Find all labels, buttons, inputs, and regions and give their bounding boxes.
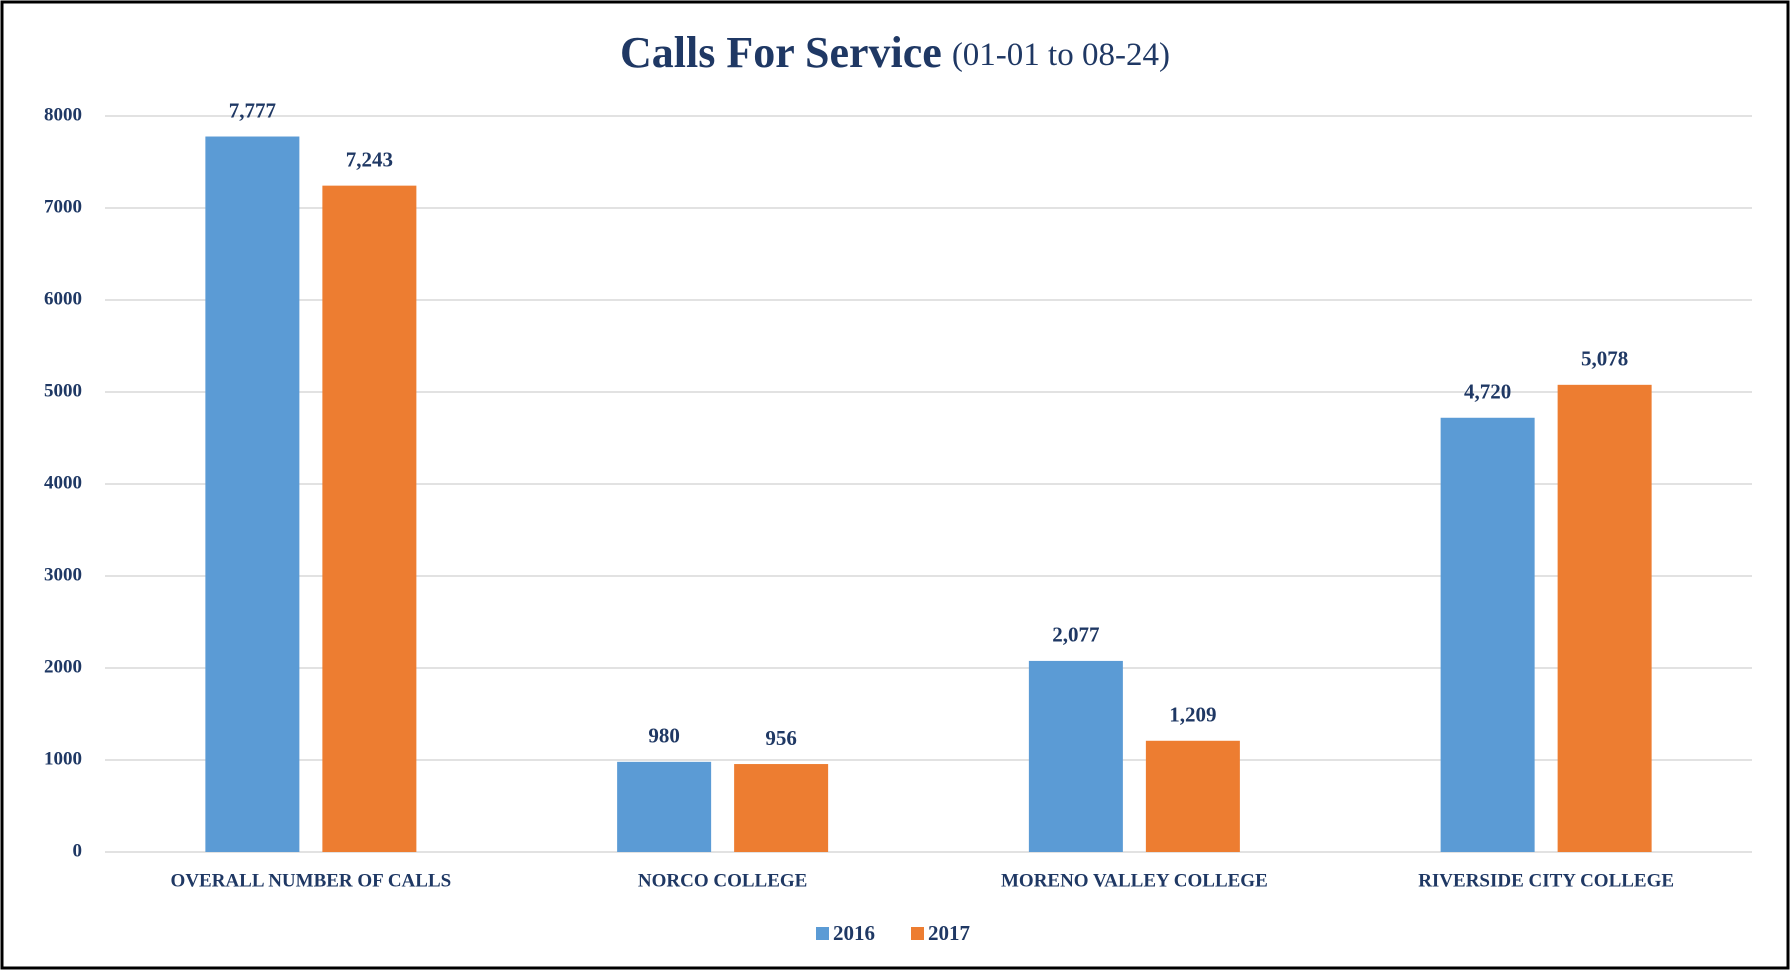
value-label: 7,777	[229, 98, 276, 122]
bar	[617, 761, 712, 852]
bar	[1440, 417, 1535, 852]
bar	[1028, 660, 1123, 852]
value-label: 980	[648, 724, 680, 748]
y-tick-label: 8000	[44, 104, 82, 125]
bar	[1145, 740, 1240, 852]
bar	[322, 185, 417, 853]
y-tick-label: 2000	[44, 656, 82, 677]
legend-swatch	[911, 927, 924, 940]
value-label: 2,077	[1052, 623, 1099, 647]
x-tick-label: NORCO COLLEGE	[638, 870, 807, 891]
legend-swatch	[816, 927, 829, 940]
y-tick-label: 0	[73, 840, 83, 861]
legend-label: 2016	[833, 921, 875, 945]
y-tick-label: 3000	[44, 564, 82, 585]
chart-title: Calls For Service	[620, 28, 942, 77]
x-tick-label: OVERALL NUMBER OF CALLS	[171, 870, 452, 891]
x-tick-label: RIVERSIDE CITY COLLEGE	[1418, 870, 1674, 891]
y-tick-label: 5000	[44, 380, 82, 401]
bar	[205, 136, 300, 853]
value-label: 5,078	[1581, 347, 1628, 371]
value-label: 4,720	[1464, 380, 1511, 404]
value-label: 1,209	[1169, 703, 1216, 727]
bar	[1557, 384, 1652, 852]
y-tick-label: 1000	[44, 748, 82, 769]
chart-title-group: Calls For Service (01-01 to 08-24)	[620, 28, 1170, 77]
value-label: 7,243	[346, 147, 393, 171]
bar	[734, 764, 829, 852]
legend-label: 2017	[928, 921, 970, 945]
y-tick-label: 6000	[44, 288, 82, 309]
y-tick-label: 4000	[44, 472, 82, 493]
x-tick-label: MORENO VALLEY COLLEGE	[1001, 870, 1268, 891]
chart-subtitle: (01-01 to 08-24)	[952, 37, 1170, 73]
value-label: 956	[765, 726, 797, 750]
y-tick-label: 7000	[44, 196, 82, 217]
